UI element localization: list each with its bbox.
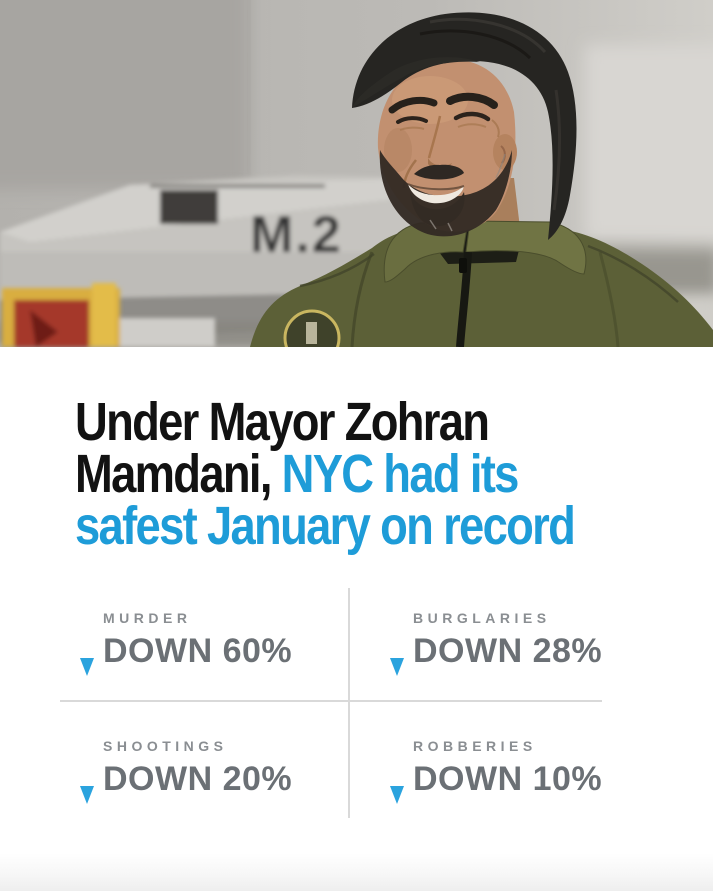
stat-label: MURDER xyxy=(103,610,192,626)
stats-divider-horizontal xyxy=(60,700,602,702)
down-arrow-icon xyxy=(80,738,94,804)
jacket xyxy=(250,228,713,347)
headline-line-1: Under Mayor Zohran xyxy=(75,395,596,449)
bottom-edge-fade xyxy=(0,853,713,891)
headline-text-black: Mamdani, xyxy=(75,444,272,504)
stat-label: BURGLARIES xyxy=(413,610,551,626)
headline-text-blue: NYC had its xyxy=(281,444,520,504)
stats-divider-vertical xyxy=(348,588,350,818)
zipper xyxy=(456,251,472,347)
stat-robberies: ROBBERIES DOWN 10% xyxy=(388,738,602,806)
headline: Under Mayor Zohran Mamdani, NYC had its s… xyxy=(75,395,695,553)
man-portrait xyxy=(250,12,713,347)
stat-value: DOWN 28% xyxy=(413,632,603,670)
shoulder-badge xyxy=(283,309,341,347)
stat-value: DOWN 60% xyxy=(103,632,293,670)
down-arrow-icon xyxy=(390,738,404,804)
down-arrow-icon xyxy=(80,610,94,676)
stat-value: DOWN 20% xyxy=(103,760,293,798)
yellow-equipment xyxy=(2,283,215,347)
stat-murder: MURDER DOWN 60% xyxy=(78,610,292,678)
hero-photo: M.2 xyxy=(0,0,713,347)
down-arrow-icon xyxy=(390,610,404,676)
headline-text-blue: safest January on record xyxy=(75,496,576,556)
headline-text-black: Under Mayor Zohran xyxy=(75,392,490,452)
stat-label: SHOOTINGS xyxy=(103,738,228,754)
headline-line-3: safest January on record xyxy=(75,499,596,553)
stat-value: DOWN 10% xyxy=(413,760,603,798)
stat-label: ROBBERIES xyxy=(413,738,537,754)
stat-shootings: SHOOTINGS DOWN 20% xyxy=(78,738,292,806)
hair xyxy=(352,12,577,241)
smile xyxy=(407,183,465,204)
stat-burglaries: BURGLARIES DOWN 28% xyxy=(388,610,602,678)
eyebrows xyxy=(388,96,438,114)
headline-line-2: Mamdani, NYC had its xyxy=(75,447,596,501)
hero-photo-illustration: M.2 xyxy=(0,0,713,347)
eyes xyxy=(396,111,500,138)
beard xyxy=(379,150,512,237)
